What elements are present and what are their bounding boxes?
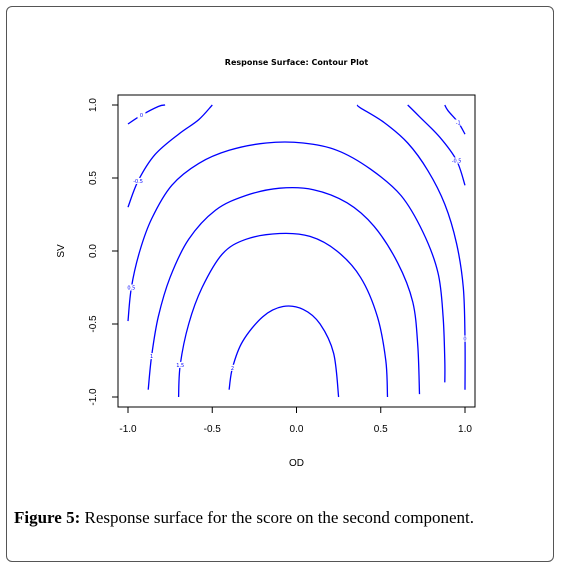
contour-line (147, 186, 421, 395)
x-tick-label: 0.5 (374, 424, 388, 435)
contour-line (127, 104, 213, 208)
contour-label: 0.5 (127, 286, 135, 292)
y-tick-label: -0.5 (88, 315, 99, 333)
contour-label: 2 (231, 366, 234, 372)
y-tick-label: 0.0 (88, 244, 99, 258)
chart-title: Response Surface: Contour Plot (225, 58, 369, 67)
figure-caption: Figure 5: Response surface for the score… (14, 508, 550, 528)
contour-label-bg (228, 364, 237, 371)
contour-label: -0.5 (452, 158, 462, 164)
contour-label-bg (127, 284, 136, 291)
y-tick-label: 0.5 (88, 171, 99, 185)
contour-label-bg (147, 353, 156, 360)
x-tick-label: -0.5 (204, 424, 222, 435)
contour-label-bg (452, 157, 461, 164)
contour-line (444, 104, 466, 135)
contour-line (407, 104, 466, 186)
contour-line (177, 232, 389, 398)
x-tick-label: 0.0 (290, 424, 304, 435)
contour-line (127, 141, 446, 383)
contour-label: -0.5 (133, 179, 143, 185)
contour-label: -1 (456, 121, 461, 127)
y-tick-label: 1.0 (88, 98, 99, 112)
contour-label: 0 (463, 337, 466, 343)
x-tick-label: 1.0 (458, 424, 472, 435)
contour-label-bg (137, 112, 146, 119)
contour-line (356, 104, 466, 390)
contour-label: 1.5 (176, 363, 184, 369)
contour-label: 1 (150, 354, 153, 360)
caption-text: Response surface for the score on the se… (80, 508, 474, 527)
contour-chart: Response Surface: Contour Plot -1.0 -0.5 0.… (56, 58, 476, 469)
contour-line (127, 104, 166, 125)
y-tick-label: -1.0 (88, 388, 99, 406)
contour-label-bg (454, 119, 463, 126)
contour-line (228, 305, 340, 398)
contour-label: 0 (140, 113, 143, 119)
contour-label-bg (176, 361, 185, 368)
caption-label: Figure 5: (14, 508, 81, 527)
x-axis-label: OD (289, 458, 304, 469)
y-axis-label: SV (56, 244, 67, 258)
contour-label-bg (461, 335, 469, 342)
contour-label-bg (134, 177, 143, 184)
x-tick-label: -1.0 (119, 424, 137, 435)
